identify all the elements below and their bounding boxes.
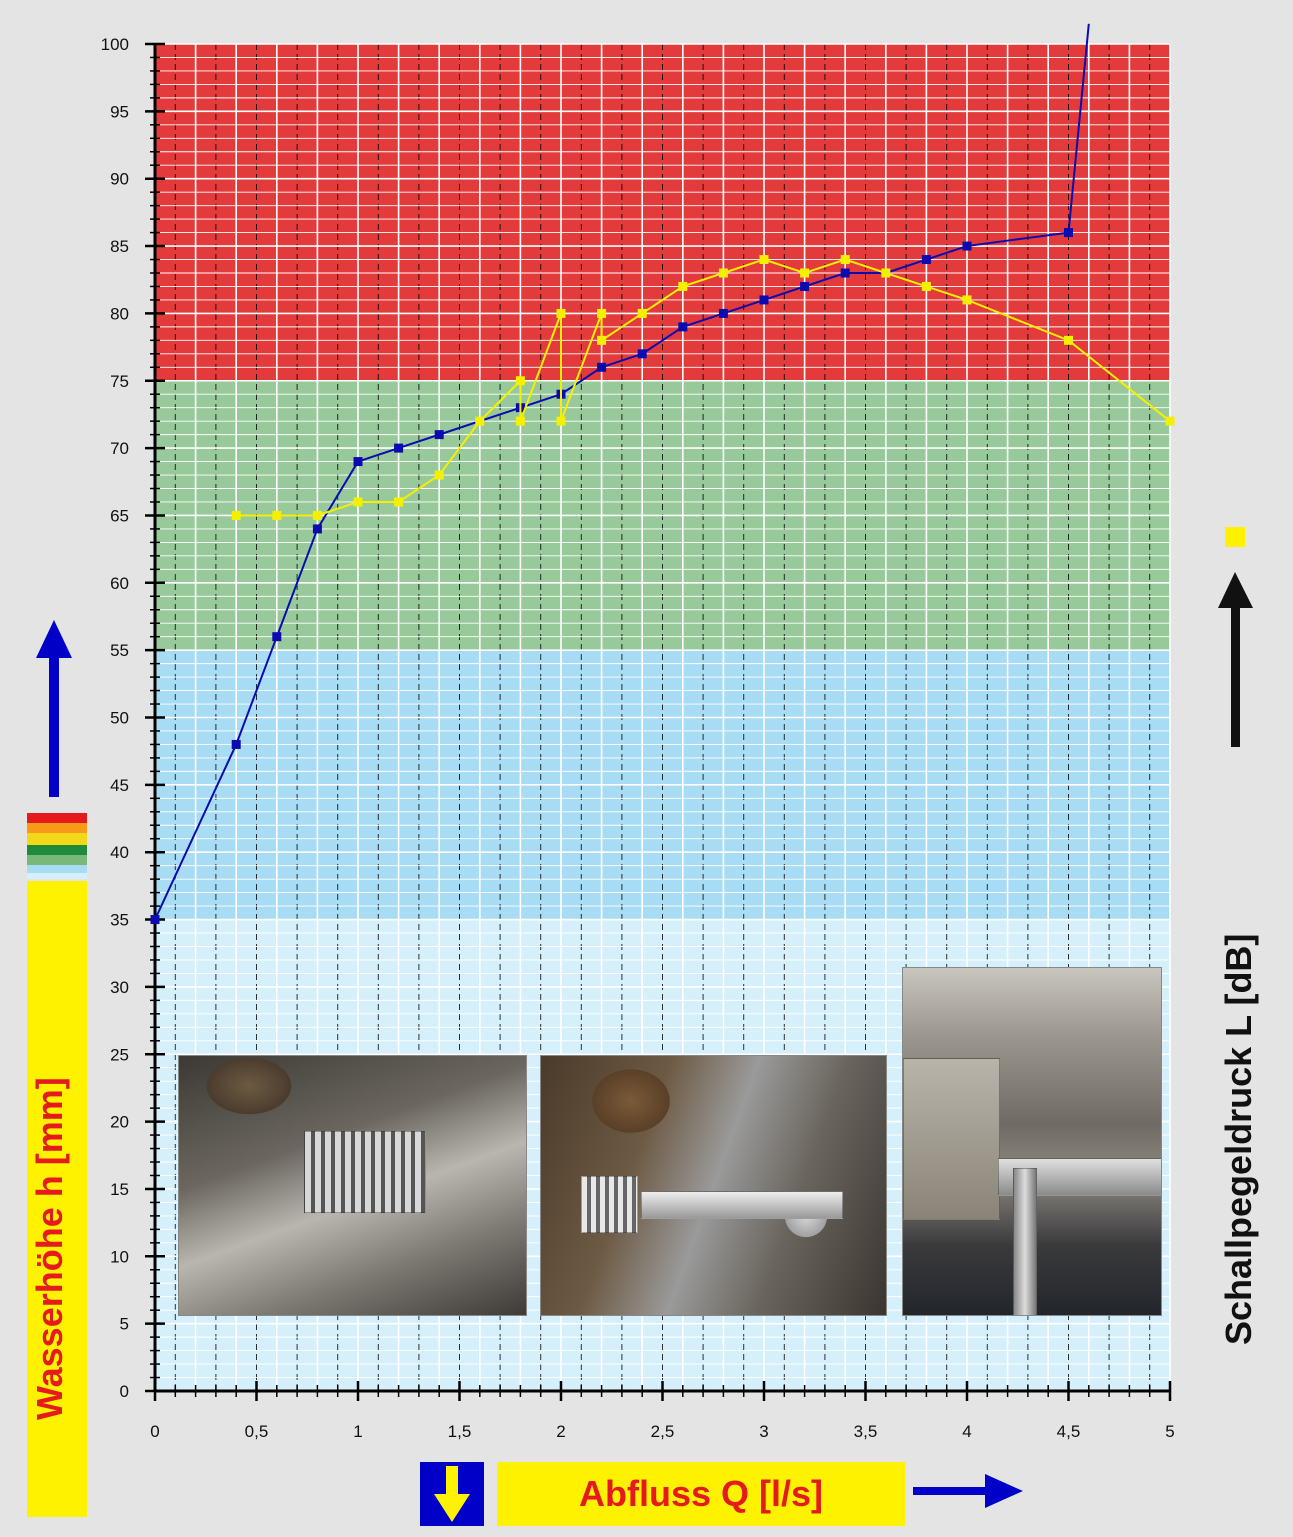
series-1-point xyxy=(434,470,444,480)
y-tick-label: 75 xyxy=(110,372,129,391)
y-tick-label: 55 xyxy=(110,641,129,660)
x-tick-label: 3 xyxy=(759,1422,768,1441)
drain-grate-photo xyxy=(178,1055,527,1316)
x-axis-label: Abfluss Q [l/s] xyxy=(497,1462,905,1526)
series-0-point xyxy=(394,443,404,453)
y-tick-label: 60 xyxy=(110,574,129,593)
y-tick-label: 100 xyxy=(101,35,129,54)
series-0-point xyxy=(231,739,241,749)
series-0-point xyxy=(678,322,688,332)
series-0-point xyxy=(718,308,728,318)
x-tick-label: 0 xyxy=(150,1422,159,1441)
series-1-point xyxy=(800,268,810,278)
y-tick-label: 90 xyxy=(110,170,129,189)
y-tick-label: 25 xyxy=(110,1045,129,1064)
series-1-point xyxy=(597,335,607,345)
yellow-square-icon xyxy=(1225,527,1245,547)
x-tick-label: 1,5 xyxy=(448,1422,472,1441)
series-1-point xyxy=(759,255,769,265)
vertical-pipe-photo xyxy=(902,967,1162,1316)
y-tick-label: 95 xyxy=(110,102,129,121)
series-0-point xyxy=(353,457,363,467)
series-1-point xyxy=(515,416,525,426)
right-arrow-icon xyxy=(913,1474,1023,1508)
series-0-point xyxy=(312,524,322,534)
y-tick-label: 15 xyxy=(110,1180,129,1199)
series-1-point xyxy=(353,497,363,507)
series-1-point xyxy=(272,510,282,520)
x-tick-label: 4,5 xyxy=(1057,1422,1081,1441)
series-1-point xyxy=(678,281,688,291)
series-1-point xyxy=(637,308,647,318)
series-0-point xyxy=(272,632,282,642)
series-1-point xyxy=(312,510,322,520)
series-1-point xyxy=(921,281,931,291)
x-tick-label: 2 xyxy=(556,1422,565,1441)
color-swatch-icon xyxy=(27,813,87,879)
y-tick-label: 20 xyxy=(110,1113,129,1132)
series-1-point xyxy=(881,268,891,278)
y-tick-label: 65 xyxy=(110,506,129,525)
series-0-point xyxy=(434,430,444,440)
y-tick-label: 10 xyxy=(110,1247,129,1266)
y-tick-label: 5 xyxy=(120,1315,129,1334)
down-arrow-icon xyxy=(420,1462,484,1526)
series-1-point xyxy=(556,416,566,426)
y-tick-label: 85 xyxy=(110,237,129,256)
pipe-assembly-photo xyxy=(540,1055,887,1316)
y-tick-label: 80 xyxy=(110,304,129,323)
y-tick-label: 35 xyxy=(110,911,129,930)
y-axis-label-left: Wasserhöhe h [mm] xyxy=(29,1077,70,1420)
series-0-point xyxy=(962,241,972,251)
up-arrow-icon xyxy=(36,620,72,797)
series-1-point xyxy=(231,510,241,520)
series-line-1 xyxy=(236,258,1171,517)
series-0-point xyxy=(800,281,810,291)
series-1-point xyxy=(1165,416,1175,426)
series-1-point xyxy=(718,268,728,278)
y-tick-label: 50 xyxy=(110,709,129,728)
series-1-point xyxy=(556,308,566,318)
ylabel-left-box xyxy=(27,881,87,1517)
x-tick-label: 4 xyxy=(962,1422,971,1441)
y-tick-label: 70 xyxy=(110,439,129,458)
series-1-point xyxy=(475,416,485,426)
series-1-point xyxy=(840,255,850,265)
series-1-point xyxy=(597,308,607,318)
x-tick-label: 0,5 xyxy=(245,1422,269,1441)
series-0-point xyxy=(637,349,647,359)
x-tick-label: 3,5 xyxy=(854,1422,878,1441)
y-tick-label: 30 xyxy=(110,978,129,997)
series-1-point xyxy=(515,376,525,386)
y-axis-label-right: Schallpegeldruck L [dB] xyxy=(1218,933,1259,1345)
series-0-point xyxy=(759,295,769,305)
series-0-point xyxy=(597,362,607,372)
series-0-point xyxy=(150,915,160,925)
right-legend xyxy=(1218,527,1253,747)
left-legend xyxy=(27,620,87,1517)
series-1-point xyxy=(962,295,972,305)
x-tick-label: 5 xyxy=(1165,1422,1174,1441)
up-arrow-icon-right xyxy=(1218,572,1253,747)
y-tick-label: 45 xyxy=(110,776,129,795)
series-1-point xyxy=(1064,335,1073,345)
series-0-point xyxy=(1064,228,1073,238)
y-tick-label: 0 xyxy=(120,1382,129,1401)
x-tick-label: 1 xyxy=(353,1422,362,1441)
x-tick-label: 2,5 xyxy=(651,1422,675,1441)
series-0-point xyxy=(840,268,850,278)
y-tick-label: 40 xyxy=(110,843,129,862)
series-1-point xyxy=(394,497,404,507)
series-0-point xyxy=(921,255,931,265)
